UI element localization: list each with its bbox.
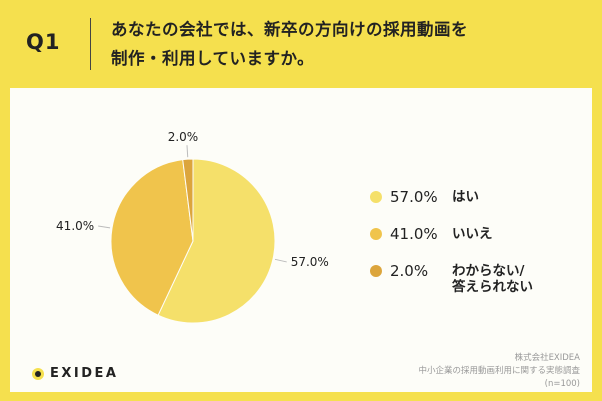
legend-value: 2.0% [390, 262, 429, 280]
legend-value: 57.0% [390, 188, 438, 206]
data-label: 41.0% [56, 219, 94, 233]
pie-slice [182, 158, 194, 242]
source-note: 株式会社EXIDEA 中小企業の採用動画利用に関する実態調査 (n=100) [418, 352, 580, 391]
question-line-1: あなたの会社では、新卒の方向けの採用動画を [111, 20, 468, 39]
legend-item: 2.0% わからない/ 答えられない [370, 260, 580, 297]
brand-logo: EXIDEA [32, 366, 118, 381]
legend-label-line-1: はい [452, 189, 479, 205]
brand-mark-icon [32, 367, 44, 380]
pie-slice [110, 159, 194, 316]
leader-line [186, 145, 189, 158]
legend-value: 41.0% [390, 225, 438, 243]
legend-label: わからない/ 答えられない [452, 260, 533, 295]
leader-line [98, 225, 111, 229]
leader-line [274, 258, 287, 263]
question-line-2: 制作・利用していますか。 [111, 49, 315, 68]
header-divider [90, 18, 91, 70]
pie-slice [157, 158, 276, 324]
legend-swatch [370, 191, 382, 203]
brand-name: EXIDEA [50, 366, 119, 381]
legend-swatch [370, 265, 382, 277]
chart-panel: 57.0% 41.0% 2.0% 57.0% はい 41.0% いいえ 2.0% わ… [10, 88, 592, 392]
legend-label: はい [452, 186, 479, 205]
question-number: Q1 [26, 30, 61, 54]
legend-label-line-1: わからない/ [452, 263, 525, 279]
legend: 57.0% はい 41.0% いいえ 2.0% わからない/ 答えられない [370, 186, 580, 297]
pie-chart: 57.0% 41.0% 2.0% [56, 130, 329, 324]
legend-swatch [370, 228, 382, 240]
legend-item: 57.0% はい [370, 186, 580, 223]
legend-label-line-2: 答えられない [452, 279, 533, 295]
question-text: あなたの会社では、新卒の方向けの採用動画を 制作・利用していますか。 [111, 15, 581, 73]
legend-item: 41.0% いいえ [370, 223, 580, 260]
source-line-2: 中小企業の採用動画利用に関する実態調査 [418, 366, 580, 376]
header: Q1 あなたの会社では、新卒の方向けの採用動画を 制作・利用していますか。 [0, 0, 602, 88]
data-label: 57.0% [291, 255, 329, 269]
source-line-1: 株式会社EXIDEA [514, 353, 580, 363]
legend-label: いいえ [452, 223, 493, 242]
source-line-3: (n=100) [544, 379, 580, 389]
legend-label-line-1: いいえ [452, 226, 493, 242]
data-label: 2.0% [168, 130, 199, 144]
